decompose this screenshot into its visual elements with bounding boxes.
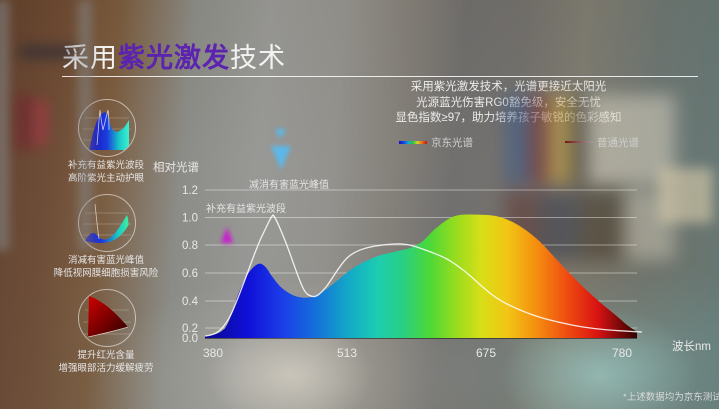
svg-text:1.0: 1.0 <box>182 213 198 225</box>
svg-text:513: 513 <box>337 346 357 360</box>
svg-text:补充有益紫光波段: 补充有益紫光波段 <box>206 202 286 215</box>
svg-text:*上述数据均为京东测试数据: *上述数据均为京东测试数据 <box>623 391 719 403</box>
svg-text:波长nm: 波长nm <box>672 340 711 353</box>
svg-text:780: 780 <box>612 346 632 360</box>
svg-text:1.2: 1.2 <box>182 185 198 197</box>
svg-text:0.4: 0.4 <box>182 296 199 308</box>
svg-text:0.8: 0.8 <box>182 240 198 252</box>
svg-text:675: 675 <box>476 346 496 360</box>
svg-text:减消有害蓝光峰值: 减消有害蓝光峰值 <box>249 178 329 191</box>
svg-text:0.6: 0.6 <box>182 268 198 280</box>
svg-text:380: 380 <box>203 346 223 360</box>
svg-text:0.0: 0.0 <box>182 333 198 345</box>
